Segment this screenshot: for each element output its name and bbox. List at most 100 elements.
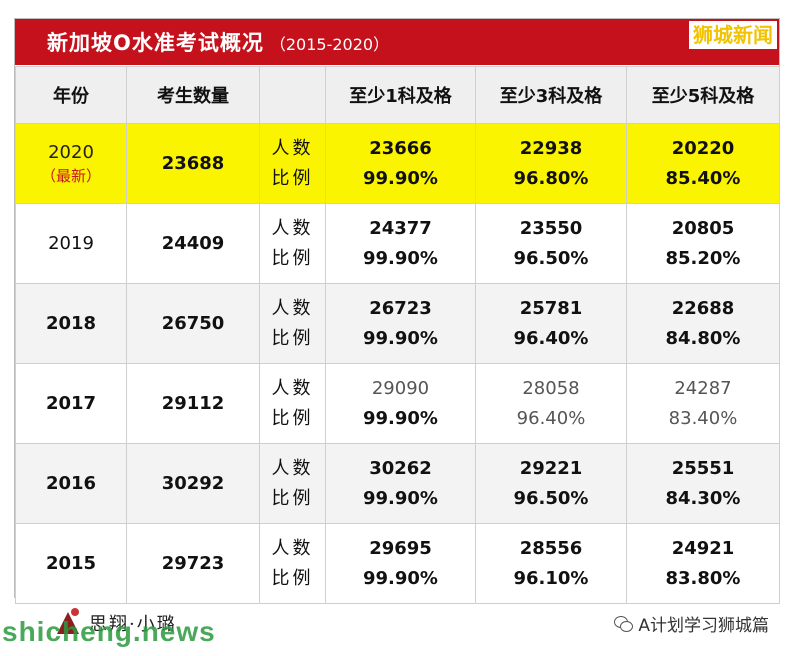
logo-mark-icon [55,608,81,638]
pass5-count: 20220 [671,137,735,159]
year-value: 2020 [48,141,94,163]
col-header-candidates: 考生数量 [126,66,260,124]
pass3-count: 28058 [522,377,580,399]
pass1-count: 26723 [369,297,432,319]
wechat-account-name: A计划学习狮城篇 [638,616,769,636]
col-header-year: 年份 [15,66,127,124]
pass5-cell: 22688 84.80% [626,283,780,364]
row-label-cell: 人数 比例 [259,363,326,444]
candidates-cell: 30292 [126,443,260,524]
col-header-pass5: 至少5科及格 [626,66,780,124]
pass5-cell: 20220 85.40% [626,123,780,204]
pass1-count: 29090 [371,377,430,399]
candidates-cell: 23688 [126,123,260,204]
pass3-count: 22938 [519,137,583,159]
pass3-cell: 28058 96.40% [475,363,627,444]
pass3-count: 29221 [519,457,583,479]
year-cell: 2018 [15,283,127,364]
ratio-label: 比例 [271,247,314,269]
pass3-cell: 29221 96.50% [475,443,627,524]
pass1-count: 23666 [369,137,432,159]
table-row: 2019 24409 人数 比例 24377 99.90% 23550 96.5… [15,203,780,284]
candidates-cell: 29112 [126,363,260,444]
count-label: 人数 [271,537,314,559]
pass5-ratio: 85.20% [665,247,741,269]
wechat-icon [614,615,634,632]
pass1-ratio: 99.90% [363,567,438,589]
col-header-pass3: 至少3科及格 [475,66,627,124]
table-header-row: 年份 考生数量 至少1科及格 至少3科及格 至少5科及格 [15,66,780,124]
pass3-count: 23550 [519,217,583,239]
count-label: 人数 [271,377,314,399]
pass1-ratio: 99.90% [363,247,438,269]
pass3-cell: 22938 96.80% [475,123,627,204]
pass5-ratio: 83.80% [665,567,741,589]
page-subtitle: （2015-2020） [269,35,390,54]
pass3-ratio: 96.40% [513,327,589,349]
pass1-count: 30262 [369,457,432,479]
year-value: 2018 [45,313,97,334]
pass5-cell: 24921 83.80% [626,523,780,604]
row-label-cell: 人数 比例 [259,123,326,204]
count-label: 人数 [271,137,314,159]
count-label: 人数 [271,217,314,239]
pass1-ratio: 99.90% [363,327,438,349]
brand-label: 狮城新闻 [689,21,777,49]
year-value: 2015 [45,553,97,574]
candidates-cell: 26750 [126,283,260,364]
pass1-ratio: 99.90% [363,487,438,509]
pass3-ratio: 96.40% [516,407,586,429]
table-row: 2020 （最新） 23688 人数 比例 23666 99.90% 22938… [15,123,780,204]
pass1-cell: 29695 99.90% [325,523,476,604]
ratio-label: 比例 [271,487,314,509]
stats-card: 新加坡O水准考试概况 （2015-2020） 狮城新闻 年份 考生数量 至少1科… [14,18,780,604]
pass1-cell: 24377 99.90% [325,203,476,284]
pass3-ratio: 96.10% [513,567,589,589]
pass1-count: 29695 [369,537,432,559]
pass3-ratio: 96.50% [513,487,589,509]
pass3-count: 28556 [519,537,583,559]
ratio-label: 比例 [271,327,314,349]
ratio-label: 比例 [271,407,314,429]
year-cell: 2017 [15,363,127,444]
candidates-cell: 24409 [126,203,260,284]
pass5-ratio: 84.80% [665,327,741,349]
table-row: 2016 30292 人数 比例 30262 99.90% 29221 96.5… [15,443,780,524]
title-bar: 新加坡O水准考试概况 （2015-2020） 狮城新闻 [15,19,779,65]
ratio-label: 比例 [271,167,314,189]
row-label-cell: 人数 比例 [259,283,326,364]
pass5-count: 22688 [671,297,735,319]
candidates-cell: 29723 [126,523,260,604]
pass1-cell: 23666 99.90% [325,123,476,204]
author-name: 思翔·小璐 [89,614,177,635]
pass3-ratio: 96.50% [513,247,589,269]
pass5-cell: 25551 84.30% [626,443,780,524]
pass1-cell: 30262 99.90% [325,443,476,524]
row-label-cell: 人数 比例 [259,203,326,284]
site-watermark: shicheng.news [2,616,216,647]
ratio-label: 比例 [271,567,314,589]
table-row: 2017 29112 人数 比例 29090 99.90% 28058 96.4… [15,363,780,444]
pass3-cell: 28556 96.10% [475,523,627,604]
pass1-ratio: 99.90% [363,167,438,189]
pass5-cell: 24287 83.40% [626,363,780,444]
table-row: 2018 26750 人数 比例 26723 99.90% 25781 96.4… [15,283,780,364]
pass5-ratio: 83.40% [668,407,738,429]
wechat-account[interactable]: A计划学习狮城篇 [614,611,769,636]
pass3-cell: 25781 96.40% [475,283,627,364]
pass5-count: 25551 [671,457,735,479]
latest-note: （最新） [40,166,101,185]
pass3-count: 25781 [519,297,583,319]
pass1-cell: 29090 99.90% [325,363,476,444]
pass3-cell: 23550 96.50% [475,203,627,284]
year-value: 2019 [48,233,94,254]
col-header-pass1: 至少1科及格 [325,66,476,124]
results-table: 年份 考生数量 至少1科及格 至少3科及格 至少5科及格 2020 （最新） 2… [15,66,780,604]
pass5-count: 20805 [671,217,735,239]
pass5-count: 24287 [674,377,732,399]
pass5-cell: 20805 85.20% [626,203,780,284]
pass1-count: 24377 [369,217,432,239]
pass5-ratio: 84.30% [665,487,741,509]
pass3-ratio: 96.80% [513,167,589,189]
page-title: 新加坡O水准考试概况 [47,31,264,55]
